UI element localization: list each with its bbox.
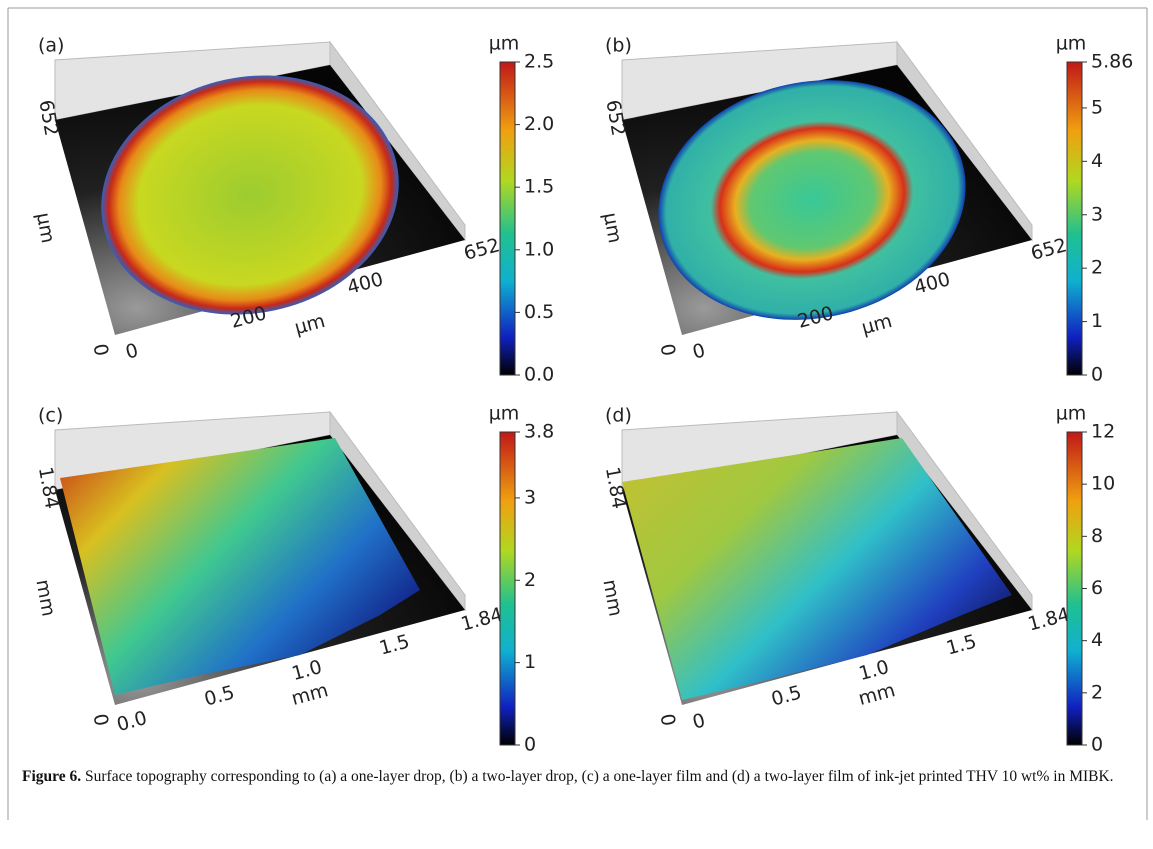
x-axis-tick: 652 — [1029, 234, 1070, 265]
colorbar — [500, 432, 515, 745]
colorbar-unit: µm — [489, 403, 520, 425]
colorbar — [500, 62, 515, 375]
panel-label: (d) — [605, 405, 632, 427]
colorbar-unit: µm — [489, 33, 520, 55]
colorbar-tick-label: 0 — [1091, 734, 1103, 756]
caption-text: Surface topography corresponding to (a) … — [85, 768, 1114, 785]
colorbar-tick-label: 3.8 — [524, 421, 554, 443]
x-axis-tick: 652 — [462, 234, 503, 265]
colorbar — [1067, 62, 1082, 375]
colorbar-tick-label: 2 — [1091, 257, 1103, 279]
y-axis-unit: mm — [31, 578, 59, 618]
colorbar-tick-label: 0 — [1091, 364, 1103, 386]
y-axis-unit: µm — [32, 211, 59, 245]
colorbar-tick-label: 8 — [1091, 525, 1103, 547]
colorbar-unit: µm — [1056, 33, 1087, 55]
colorbar-tick-label: 2.0 — [524, 113, 554, 135]
colorbar-tick-label: 1.0 — [524, 238, 554, 260]
colorbar-unit: µm — [1056, 403, 1087, 425]
x-axis-tick: 1.84 — [1026, 603, 1073, 635]
x-axis-tick: 0 — [123, 339, 140, 363]
x-axis-tick: 1.5 — [377, 630, 412, 659]
panel-label: (b) — [605, 35, 632, 57]
colorbar-tick-label: 1 — [1091, 310, 1103, 332]
origin-label: 0 — [89, 712, 113, 728]
panel-label: (a) — [38, 35, 64, 57]
origin-label: 0 — [656, 342, 680, 358]
colorbar-tick-label: 2.5 — [524, 51, 554, 73]
y-axis-unit: mm — [598, 578, 626, 618]
colorbar-tick-label: 2 — [1091, 681, 1103, 703]
colorbar-tick-label: 0.5 — [524, 301, 554, 323]
x-axis-tick: 0 — [690, 339, 707, 363]
colorbar-tick-label: 0.0 — [524, 364, 554, 386]
x-axis-tick: 1.84 — [459, 603, 506, 635]
origin-label: 0 — [656, 712, 680, 728]
colorbar-tick-label: 2 — [524, 569, 536, 591]
colorbar-tick-label: 1.5 — [524, 176, 554, 198]
x-axis-tick: 0.0 — [114, 707, 149, 736]
caption: Figure 6. Surface topography correspondi… — [22, 766, 1132, 788]
y-axis-unit: µm — [599, 211, 626, 245]
colorbar-tick-label: 6 — [1091, 577, 1103, 599]
caption-label: Figure 6. — [22, 768, 81, 785]
figure: 652µm00200400652µm(a)µm0.00.51.01.52.02.… — [0, 0, 1153, 845]
x-axis-unit: µm — [292, 310, 327, 339]
x-axis-tick: 1.5 — [944, 630, 979, 659]
colorbar-tick-label: 0 — [524, 734, 536, 756]
x-axis-tick: 0.5 — [769, 681, 804, 710]
colorbar-tick-label: 5.86 — [1091, 51, 1133, 73]
colorbar-tick-label: 4 — [1091, 150, 1103, 172]
colorbar-tick-label: 3 — [1091, 203, 1103, 225]
x-axis-unit: µm — [859, 310, 894, 339]
colorbar-tick-label: 4 — [1091, 629, 1103, 651]
colorbar-tick-label: 10 — [1091, 473, 1115, 495]
panel-label: (c) — [38, 405, 63, 427]
origin-label: 0 — [89, 342, 113, 358]
colorbar-tick-label: 12 — [1091, 421, 1115, 443]
surface — [622, 438, 1012, 700]
colorbar — [1067, 432, 1082, 745]
colorbar-tick-label: 5 — [1091, 96, 1103, 118]
x-axis-tick: 0 — [690, 709, 707, 733]
colorbar-tick-label: 1 — [524, 651, 536, 673]
x-axis-tick: 0.5 — [202, 681, 237, 710]
colorbar-tick-label: 3 — [524, 486, 536, 508]
